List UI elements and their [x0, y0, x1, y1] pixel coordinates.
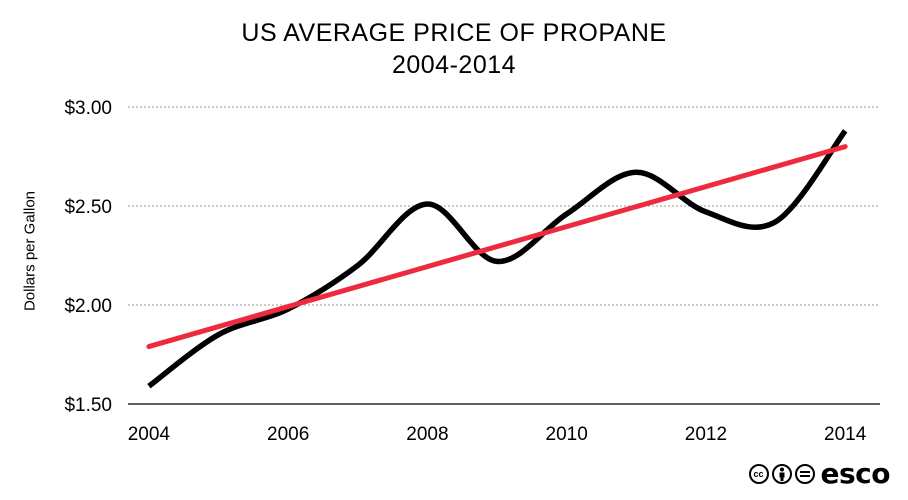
x-tick-label: 2014 [824, 424, 867, 445]
footer: cc esco [748, 457, 891, 490]
attribution-icon [771, 464, 792, 484]
trend-line [146, 144, 848, 350]
x-tick-label: 2004 [128, 424, 171, 445]
y-tick-label: $3.00 [64, 98, 112, 119]
price-line [147, 129, 848, 389]
x-tick-label: 2006 [267, 424, 309, 445]
y-tick-label: $2.50 [64, 197, 112, 218]
x-tick-label: 2008 [406, 424, 448, 445]
y-tick-label: $1.50 [64, 395, 112, 416]
brand-logo: esco [820, 457, 891, 490]
x-tick-label: 2010 [546, 424, 588, 445]
no-derivatives-icon [794, 464, 815, 484]
chart-title: US AVERAGE PRICE OF PROPANE [241, 19, 667, 47]
y-tick-label: $2.00 [64, 296, 112, 317]
x-tick-label: 2012 [685, 424, 727, 445]
chart-subtitle: 2004-2014 [391, 51, 517, 79]
creative-commons-icon: cc [748, 464, 769, 484]
license-badge: cc [748, 464, 815, 484]
